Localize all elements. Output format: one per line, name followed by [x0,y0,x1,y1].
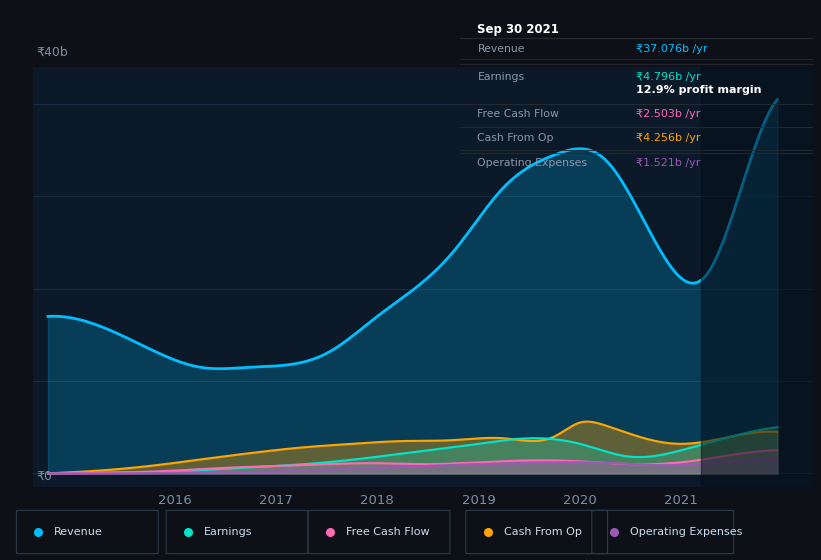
Text: ₹2.503b /yr: ₹2.503b /yr [636,109,700,119]
Text: 12.9% profit margin: 12.9% profit margin [636,86,762,96]
Text: Earnings: Earnings [478,72,525,82]
Text: ₹1.521b /yr: ₹1.521b /yr [636,158,700,168]
Bar [701,67,813,487]
Text: Free Cash Flow: Free Cash Flow [478,109,559,119]
Text: ₹37.076b /yr: ₹37.076b /yr [636,44,708,54]
Text: ₹4.256b /yr: ₹4.256b /yr [636,133,701,143]
Text: Earnings: Earnings [204,527,253,537]
Text: ₹0: ₹0 [37,470,53,483]
Text: Cash From Op: Cash From Op [478,133,554,143]
Text: Operating Expenses: Operating Expenses [478,158,587,168]
Text: ₹4.796b /yr: ₹4.796b /yr [636,72,701,82]
Text: ₹40b: ₹40b [37,46,68,59]
Text: Revenue: Revenue [54,527,103,537]
Text: Operating Expenses: Operating Expenses [630,527,742,537]
Text: Free Cash Flow: Free Cash Flow [346,527,429,537]
Text: Revenue: Revenue [478,44,525,54]
Text: Cash From Op: Cash From Op [503,527,581,537]
Text: Sep 30 2021: Sep 30 2021 [478,23,559,36]
